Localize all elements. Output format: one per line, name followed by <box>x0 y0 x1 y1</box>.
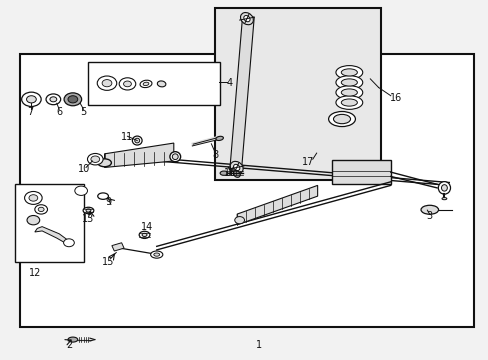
Circle shape <box>26 96 36 103</box>
Text: 17: 17 <box>301 157 313 167</box>
Ellipse shape <box>220 171 227 175</box>
Ellipse shape <box>169 152 180 162</box>
Bar <box>331 160 390 184</box>
Text: 7: 7 <box>27 107 33 117</box>
Polygon shape <box>35 226 69 244</box>
Circle shape <box>75 186 87 195</box>
Ellipse shape <box>86 209 91 212</box>
Circle shape <box>38 207 44 212</box>
Circle shape <box>64 93 81 106</box>
Bar <box>215 8 380 180</box>
Text: 10: 10 <box>77 164 89 174</box>
Polygon shape <box>237 185 317 225</box>
Ellipse shape <box>154 253 159 256</box>
Polygon shape <box>112 243 124 251</box>
Circle shape <box>29 195 38 201</box>
Ellipse shape <box>240 13 253 25</box>
Text: 14: 14 <box>141 222 153 231</box>
Ellipse shape <box>233 170 240 177</box>
Circle shape <box>123 81 131 87</box>
Ellipse shape <box>333 114 350 124</box>
Circle shape <box>50 97 57 102</box>
Ellipse shape <box>335 76 362 89</box>
Ellipse shape <box>142 233 147 237</box>
Circle shape <box>68 96 78 103</box>
Text: 3: 3 <box>426 211 432 221</box>
Ellipse shape <box>98 193 108 199</box>
Circle shape <box>97 76 117 90</box>
Ellipse shape <box>140 80 152 87</box>
Ellipse shape <box>437 181 449 194</box>
Ellipse shape <box>230 161 243 174</box>
Text: 5: 5 <box>81 107 86 117</box>
Bar <box>20 54 473 327</box>
Circle shape <box>234 217 244 224</box>
Ellipse shape <box>441 198 446 200</box>
Polygon shape <box>104 143 173 167</box>
Ellipse shape <box>233 164 239 171</box>
Bar <box>15 184 83 262</box>
Circle shape <box>21 92 41 107</box>
Circle shape <box>27 216 40 225</box>
Ellipse shape <box>139 231 150 238</box>
Ellipse shape <box>68 337 78 342</box>
Polygon shape <box>229 17 254 170</box>
Text: 11: 11 <box>121 132 133 142</box>
Text: 15: 15 <box>102 257 114 267</box>
Circle shape <box>119 78 136 90</box>
Ellipse shape <box>441 185 447 191</box>
Ellipse shape <box>135 138 140 143</box>
Ellipse shape <box>215 136 223 140</box>
Circle shape <box>63 239 74 247</box>
Text: 2: 2 <box>66 340 72 350</box>
Ellipse shape <box>150 251 163 258</box>
Circle shape <box>102 80 112 87</box>
Text: 6: 6 <box>56 107 62 117</box>
Ellipse shape <box>335 86 362 99</box>
Ellipse shape <box>328 112 355 127</box>
Ellipse shape <box>143 82 148 86</box>
Circle shape <box>35 205 47 214</box>
Text: 13: 13 <box>82 215 94 224</box>
Circle shape <box>24 192 42 204</box>
Bar <box>88 62 220 105</box>
Ellipse shape <box>172 154 178 159</box>
Text: 16: 16 <box>389 93 401 103</box>
Ellipse shape <box>335 66 362 79</box>
Ellipse shape <box>335 96 362 109</box>
Circle shape <box>46 94 61 105</box>
Ellipse shape <box>341 89 357 96</box>
Ellipse shape <box>244 15 249 22</box>
Ellipse shape <box>420 205 438 214</box>
Text: 8: 8 <box>212 150 218 160</box>
Ellipse shape <box>83 207 94 214</box>
Circle shape <box>91 156 100 162</box>
Text: 9: 9 <box>105 197 111 207</box>
Text: 1: 1 <box>256 340 262 350</box>
Ellipse shape <box>341 79 357 86</box>
Ellipse shape <box>341 69 357 76</box>
Circle shape <box>87 153 103 165</box>
Text: 4: 4 <box>226 78 232 88</box>
Ellipse shape <box>157 81 165 87</box>
Text: 18: 18 <box>224 168 236 178</box>
Ellipse shape <box>341 99 357 106</box>
Ellipse shape <box>98 159 111 167</box>
Ellipse shape <box>132 136 142 145</box>
Text: 12: 12 <box>29 268 41 278</box>
